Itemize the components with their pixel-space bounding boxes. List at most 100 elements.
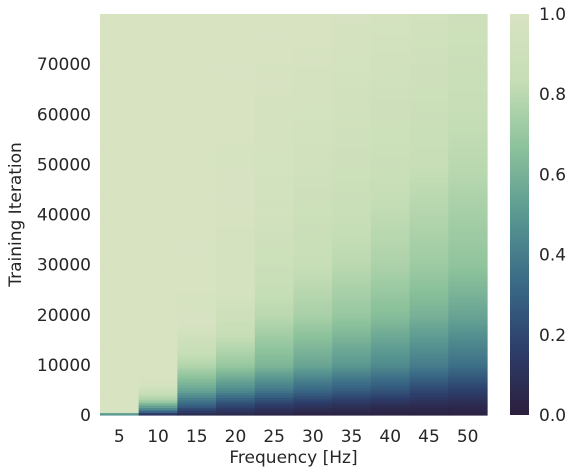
heatmap-cell xyxy=(254,111,295,115)
heatmap-cell xyxy=(332,327,372,331)
heatmap-cell xyxy=(409,206,449,211)
heatmap-cell xyxy=(177,244,217,248)
heatmap-cell xyxy=(293,232,333,236)
heatmap-cell xyxy=(216,359,256,363)
heatmap-cell xyxy=(216,392,256,396)
heatmap-cell xyxy=(448,369,488,373)
heatmap-cell xyxy=(254,66,295,70)
heatmap-cell xyxy=(332,79,372,83)
heatmap-cell xyxy=(177,19,217,23)
heatmap-cell xyxy=(293,347,333,351)
heatmap-cell xyxy=(409,372,449,376)
heatmap-cell xyxy=(409,81,449,85)
heatmap-cell xyxy=(216,114,256,118)
heatmap-cell xyxy=(370,84,411,88)
heatmap-cell xyxy=(216,66,256,70)
heatmap-cell xyxy=(409,262,449,266)
heatmap-cell xyxy=(448,189,488,193)
heatmap-cell xyxy=(332,189,372,193)
heatmap-cell xyxy=(216,409,256,414)
heatmap-cell xyxy=(177,69,217,73)
heatmap-cell xyxy=(448,404,488,409)
heatmap-cell xyxy=(370,407,411,411)
heatmap-cell xyxy=(254,309,295,313)
heatmap-cell xyxy=(177,349,217,353)
heatmap-cell xyxy=(216,131,256,135)
heatmap-cell xyxy=(332,114,372,118)
heatmap-cell xyxy=(254,51,295,55)
heatmap-cell xyxy=(216,257,256,261)
heatmap-cell xyxy=(448,222,488,226)
heatmap-cell xyxy=(293,349,333,353)
heatmap-cell xyxy=(448,169,488,173)
heatmap-cell xyxy=(177,412,217,416)
heatmap-cell xyxy=(448,287,488,291)
heatmap-cell xyxy=(254,119,295,123)
heatmap-cell xyxy=(100,389,140,394)
heatmap-cell xyxy=(409,269,449,273)
heatmap-cell xyxy=(293,352,333,356)
heatmap-cell xyxy=(177,274,217,278)
heatmap-cell xyxy=(138,247,178,251)
heatmap-cell xyxy=(254,312,295,316)
heatmap-cell xyxy=(448,344,488,348)
heatmap-cell xyxy=(370,164,411,168)
heatmap-cell xyxy=(254,402,295,406)
heatmap-cell xyxy=(370,91,411,95)
heatmap-cell xyxy=(254,141,295,145)
heatmap-cell xyxy=(332,297,372,301)
heatmap-cell xyxy=(448,314,488,318)
heatmap-cell xyxy=(254,272,295,276)
heatmap-cell xyxy=(293,312,333,316)
heatmap-cell xyxy=(216,144,256,148)
heatmap-cell xyxy=(409,389,449,394)
heatmap-cell xyxy=(332,176,372,181)
heatmap-cell xyxy=(177,29,217,33)
heatmap-cell xyxy=(448,312,488,316)
heatmap-cell xyxy=(448,352,488,356)
heatmap-cell xyxy=(370,362,411,366)
heatmap-cell xyxy=(293,81,333,85)
heatmap-cell xyxy=(293,134,333,138)
heatmap-cell xyxy=(100,14,140,18)
heatmap-cell xyxy=(370,189,411,193)
heatmap-cell xyxy=(293,179,333,183)
heatmap-cell xyxy=(138,342,178,346)
heatmap-cell xyxy=(138,91,178,95)
heatmap-cell xyxy=(177,196,217,201)
heatmap-cell xyxy=(409,146,449,150)
heatmap-cell xyxy=(370,224,411,228)
heatmap-cell xyxy=(370,344,411,348)
heatmap-cell xyxy=(100,211,140,216)
heatmap-cell xyxy=(332,409,372,414)
heatmap-cell xyxy=(138,161,178,165)
heatmap-cell xyxy=(138,194,178,198)
heatmap-cell xyxy=(254,349,295,353)
heatmap-cell xyxy=(254,94,295,98)
heatmap-cell xyxy=(332,287,372,291)
heatmap-cell xyxy=(216,239,256,243)
heatmap-cell xyxy=(254,254,295,258)
heatmap-cell xyxy=(332,367,372,371)
heatmap-cell xyxy=(254,372,295,376)
heatmap-cell xyxy=(254,201,295,206)
heatmap-cell xyxy=(448,217,488,221)
heatmap-cell xyxy=(409,86,449,90)
heatmap-cell xyxy=(177,409,217,414)
heatmap-cell xyxy=(138,154,178,158)
heatmap-cell xyxy=(100,104,140,108)
heatmap-cell xyxy=(254,149,295,153)
heatmap-cell xyxy=(409,304,449,308)
heatmap-cell xyxy=(254,169,295,173)
heatmap-cell xyxy=(254,106,295,110)
heatmap-cell xyxy=(138,382,178,386)
heatmap-cell xyxy=(100,369,140,373)
heatmap-cell xyxy=(138,402,178,406)
heatmap-cell xyxy=(138,397,178,401)
heatmap-cell xyxy=(254,41,295,45)
heatmap-cell xyxy=(332,332,372,336)
heatmap-cell xyxy=(254,31,295,35)
heatmap-cell xyxy=(100,219,140,223)
heatmap-cell xyxy=(448,302,488,306)
heatmap-cell xyxy=(409,201,449,206)
